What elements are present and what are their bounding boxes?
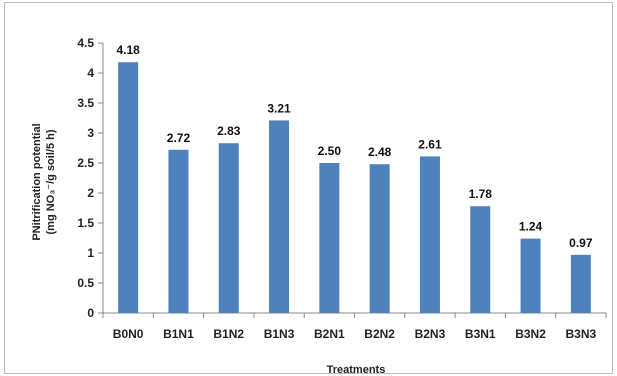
x-tick-label-b3n3: B3N3	[566, 327, 597, 341]
data-label-b0n0: 4.18	[116, 43, 140, 57]
y-tick-label: 3.5	[77, 96, 94, 110]
y-tick-label: 3	[87, 126, 94, 140]
y-tick-label: 2	[87, 186, 94, 200]
data-label-b2n2: 2.48	[368, 145, 392, 159]
x-axis-title: Treatments	[327, 364, 386, 376]
x-tick-label-b2n3: B2N3	[415, 327, 446, 341]
y-tick-label: 0.5	[77, 276, 94, 290]
y-axis-title-line1: PNitrification potential	[31, 123, 43, 240]
y-axis-title-line2: (mg NO₃⁻/g soil/5 h)	[45, 129, 57, 234]
y-tick-label: 4	[87, 66, 94, 80]
x-tick-label-b1n2: B1N2	[213, 327, 244, 341]
x-tick-label-b2n2: B2N2	[364, 327, 395, 341]
bar-b3n1	[470, 206, 491, 313]
data-label-b2n1: 2.50	[318, 144, 342, 158]
bar-b3n3	[570, 254, 591, 313]
data-label-b1n3: 3.21	[267, 101, 291, 115]
bar-b2n2	[369, 164, 390, 313]
x-tick-label-b2n1: B2N1	[314, 327, 345, 341]
data-label-b2n3: 2.61	[418, 137, 442, 151]
x-tick-label-b3n2: B3N2	[515, 327, 546, 341]
chart-frame	[4, 2, 613, 374]
bar-b1n2	[218, 143, 239, 313]
x-tick-label-b1n3: B1N3	[264, 327, 295, 341]
x-tick-label-b3n1: B3N1	[465, 327, 496, 341]
bar-b1n3	[269, 120, 290, 314]
data-label-b3n2: 1.24	[519, 220, 543, 234]
bar-b0n0	[118, 62, 139, 314]
y-tick-label: 0	[87, 306, 94, 320]
x-tick-label-b0n0: B0N0	[113, 327, 144, 341]
y-tick-label: 1.5	[77, 216, 94, 230]
data-label-b3n3: 0.97	[569, 236, 593, 250]
y-tick-label: 1	[87, 246, 94, 260]
bar-b1n1	[168, 149, 189, 313]
bar-b2n1	[319, 163, 340, 313]
bar-b3n2	[520, 238, 541, 313]
y-tick-label: 2.5	[77, 156, 94, 170]
bar-b2n3	[419, 156, 440, 313]
data-label-b3n1: 1.78	[469, 187, 493, 201]
y-tick-label: 4.5	[77, 36, 94, 50]
y-axis-title: PNitrification potential (mg NO₃⁻/g soil…	[31, 123, 57, 240]
data-label-b1n1: 2.72	[167, 131, 191, 145]
plot-area: 0 0.5 1 1.5 2 2.5 3 3.5 4 4.5 4.18 B0N0 2.72 B1N1 2.83…	[77, 36, 607, 341]
x-tick-label-b1n1: B1N1	[163, 327, 194, 341]
data-label-b1n2: 2.83	[217, 124, 241, 138]
